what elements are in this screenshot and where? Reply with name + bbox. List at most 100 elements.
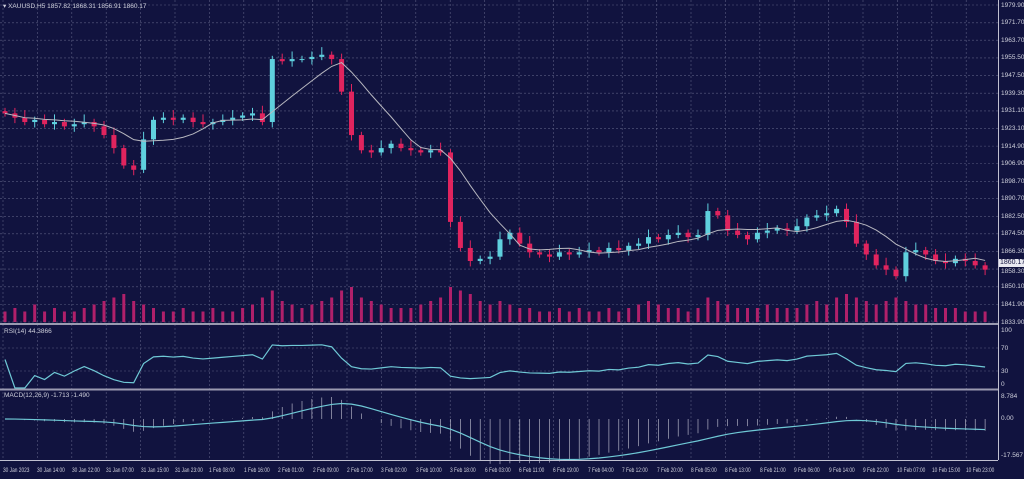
candle-body: [626, 245, 632, 251]
volume-bar: [647, 301, 650, 322]
volume-bar: [696, 308, 700, 322]
candle-body: [309, 56, 315, 60]
candle-body: [903, 252, 909, 277]
candle-body: [32, 119, 38, 123]
candle-body: [230, 117, 236, 120]
volume-bar: [983, 311, 987, 322]
volume-bar: [399, 308, 403, 322]
volume-bar: [973, 311, 977, 322]
volume-bar: [290, 304, 294, 322]
candle-body: [794, 226, 800, 231]
macd-level-min: -17.567: [1001, 452, 1024, 459]
volume-bar: [587, 311, 591, 322]
volume-bar: [726, 304, 730, 322]
volume-bar: [152, 308, 155, 322]
volume-bar: [359, 297, 363, 322]
volume-bar: [854, 297, 858, 322]
time-tick: 30 Jan 22:00: [71, 467, 100, 474]
volume-bar: [43, 311, 47, 322]
candle-body: [121, 148, 127, 166]
candle-body: [160, 117, 166, 120]
volume-bar: [637, 304, 641, 322]
volume-bar: [330, 297, 334, 322]
candle-body: [457, 221, 463, 248]
volume-bar: [924, 304, 928, 322]
candle-body: [784, 228, 790, 231]
volume-bar: [181, 308, 185, 322]
volume-bar: [934, 308, 938, 322]
macd-label: MACD(12,26,9) -1.713 -1.490: [4, 392, 90, 399]
rsi-level-0: 0: [1001, 381, 1005, 388]
time-tick: 2 Feb 01:00: [278, 467, 304, 474]
candle-body: [91, 122, 97, 127]
candle-body: [368, 150, 374, 153]
candle-body: [933, 254, 939, 261]
time-tick: 8 Feb 05:00: [691, 467, 717, 474]
time-tick: 31 Jan 15:00: [140, 467, 169, 474]
volume-bar: [825, 304, 829, 322]
volume-bar: [33, 304, 37, 322]
volume-bar: [280, 301, 284, 322]
candle-body: [873, 254, 879, 266]
price-tick: 1947.50: [1001, 71, 1024, 79]
candle-body: [339, 59, 345, 92]
candle-body: [497, 239, 503, 257]
candle-body: [200, 122, 206, 125]
volume-bar: [468, 294, 472, 322]
volume-bar: [221, 311, 225, 322]
volume-bar: [439, 297, 443, 322]
volume-bar: [260, 297, 264, 322]
volume-bar: [914, 304, 918, 322]
macd-signal-line: [4, 402, 986, 461]
candle-body: [269, 59, 275, 123]
time-tick: 8 Feb 13:00: [725, 467, 752, 474]
candle-body: [943, 260, 948, 264]
volume-bar: [567, 311, 571, 322]
volume-bar: [320, 301, 324, 322]
candle-body: [477, 258, 483, 261]
volume-bar: [409, 308, 413, 322]
time-tick: 9 Feb 14:00: [828, 467, 855, 474]
volume-bar: [963, 311, 967, 322]
rsi-level-100: 100: [1001, 327, 1012, 334]
volume-bar: [211, 308, 215, 322]
price-tick: 1931.10: [1001, 107, 1024, 115]
candle-body: [566, 252, 572, 255]
volume-bar: [528, 308, 532, 322]
volume-bar: [53, 308, 56, 322]
volume-bar: [300, 308, 304, 322]
volume-bar: [350, 287, 353, 322]
candle-body: [61, 122, 67, 127]
candle-body: [517, 232, 523, 244]
time-tick: 7 Feb 12:00: [622, 467, 648, 474]
candle-body: [636, 243, 642, 246]
volume-bar: [508, 304, 512, 322]
candle-body: [2, 111, 8, 114]
time-tick: 7 Feb 04:00: [587, 467, 614, 474]
volume-bar: [785, 308, 789, 322]
time-tick: 6 Feb 19:00: [553, 467, 580, 474]
volume-bar: [548, 311, 551, 322]
candle-body: [111, 135, 117, 149]
candle-body: [675, 232, 681, 235]
menu-triangle-icon[interactable]: ▾: [3, 3, 7, 10]
volume-bar: [112, 297, 116, 322]
volume-bar: [389, 308, 393, 322]
volume-bar: [191, 311, 195, 322]
candle-body: [240, 115, 246, 118]
candle-body: [388, 143, 394, 149]
candle-body: [537, 252, 543, 255]
volume-bar: [716, 301, 720, 322]
volume-bar: [953, 308, 957, 322]
price-tick: 1841.90: [1001, 301, 1024, 309]
price-tick: 1906.90: [1001, 160, 1024, 167]
volume-bar: [676, 308, 680, 322]
candle-body: [418, 150, 424, 153]
volume-bar: [419, 304, 423, 322]
candle-body: [745, 234, 750, 240]
volume-bar: [617, 311, 621, 322]
candle-body: [883, 265, 889, 270]
price-tick: 1898.70: [1001, 177, 1024, 185]
candle-body: [467, 247, 473, 261]
